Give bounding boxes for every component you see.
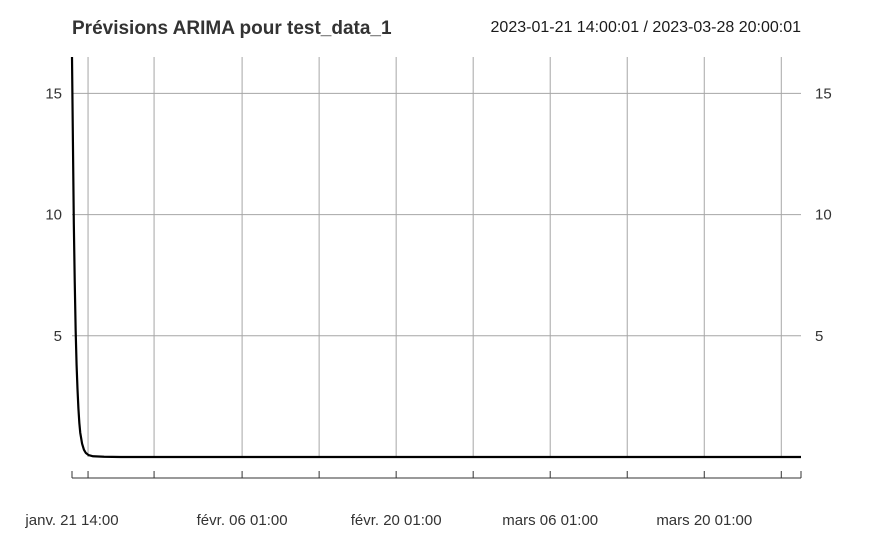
y-tick-label-left: 10 bbox=[45, 207, 62, 224]
y-tick-label-right: 10 bbox=[815, 207, 832, 224]
grid bbox=[72, 57, 801, 457]
y-tick-label-right: 15 bbox=[815, 85, 832, 102]
x-tick-label: févr. 20 01:00 bbox=[351, 512, 442, 529]
chart-date-range: 2023-01-21 14:00:01 / 2023-03-28 20:00:0… bbox=[491, 19, 802, 36]
forecast-series-line bbox=[70, 56, 801, 459]
tick-labels: 5 5 10 10 15 15 janv. 21 14:00 févr. 06 01:00 fé… bbox=[24, 85, 831, 529]
chart-title: Prévisions ARIMA pour test_data_1 bbox=[72, 18, 392, 39]
x-tick-label: mars 20 01:00 bbox=[656, 512, 752, 529]
y-tick-label-left: 15 bbox=[45, 85, 62, 102]
axes bbox=[71, 471, 802, 479]
y-tick-label-left: 5 bbox=[54, 328, 62, 345]
y-tick-label-right: 5 bbox=[815, 328, 823, 345]
x-tick-label: janv. 21 14:00 bbox=[24, 512, 118, 529]
series-layer bbox=[70, 56, 801, 459]
x-tick-label: févr. 06 01:00 bbox=[197, 512, 288, 529]
x-tick-label: mars 06 01:00 bbox=[502, 512, 598, 529]
